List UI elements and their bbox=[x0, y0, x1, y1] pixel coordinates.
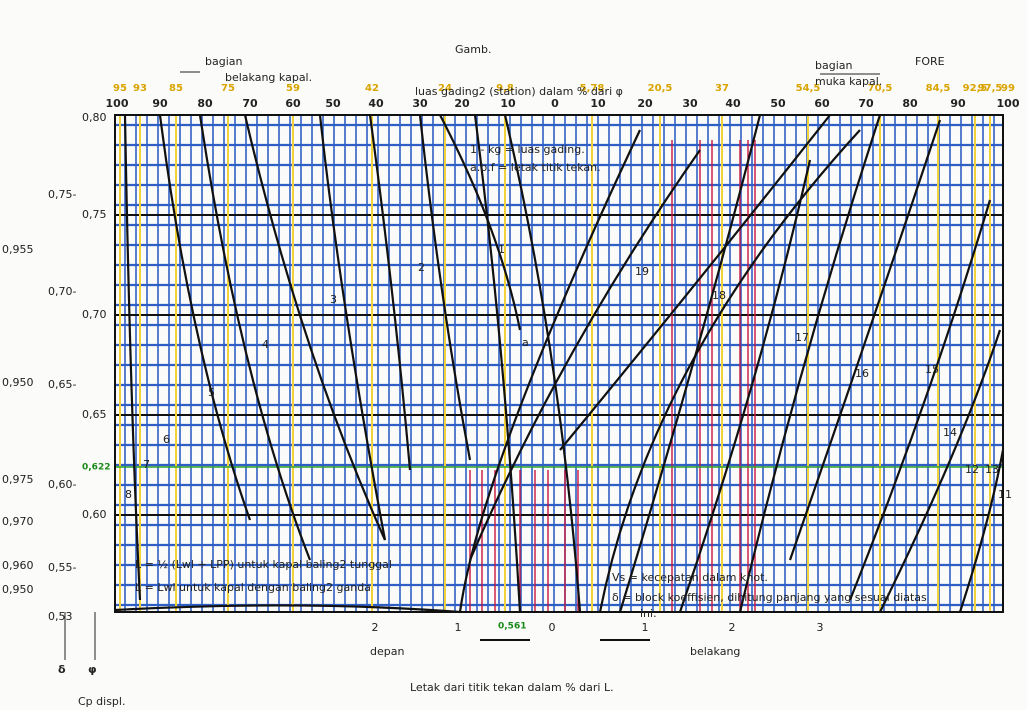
phi-label: 0,75 bbox=[82, 208, 107, 221]
curve-label: 18 bbox=[712, 289, 726, 302]
curve-label: 19 bbox=[635, 265, 649, 278]
curve-label: a bbox=[522, 336, 529, 349]
fore-label: bagian bbox=[815, 59, 853, 72]
legend: 1 - kg = luas gading. bbox=[470, 143, 585, 156]
station-label: 95 bbox=[113, 83, 127, 94]
direction: belakang bbox=[690, 645, 740, 658]
cp-label: 0,53 bbox=[48, 610, 73, 623]
curve-label: 1 bbox=[498, 243, 505, 256]
figure-label: Gamb. bbox=[455, 43, 491, 56]
top-scale-label: 20 bbox=[454, 97, 470, 110]
top-scale-label: 30 bbox=[412, 97, 428, 110]
curve-label: 2 bbox=[418, 261, 425, 274]
curve-label: 15 bbox=[925, 363, 939, 376]
note: Vs = kecepatan dalam knot. bbox=[612, 571, 768, 584]
phi-label: 0,60 bbox=[82, 508, 107, 521]
curve-label: 3 bbox=[330, 293, 337, 306]
bottom-label: 0 bbox=[549, 621, 556, 634]
top-scale-label: 70 bbox=[858, 97, 874, 110]
cp-label: 0,55- bbox=[48, 561, 76, 574]
station-label: 59 bbox=[286, 83, 300, 94]
station-label: 75 bbox=[221, 83, 235, 94]
curve-label: 16 bbox=[855, 367, 869, 380]
top-scale-label: 80 bbox=[197, 97, 213, 110]
delta-label: 0,960 bbox=[2, 559, 34, 572]
station-label: 42 bbox=[365, 83, 379, 94]
station-label: 85 bbox=[169, 83, 183, 94]
delta-label: 0,950 bbox=[2, 376, 34, 389]
bottom-label: 1 bbox=[455, 621, 462, 634]
legend: a.b.f = letak titik tekan. bbox=[470, 161, 601, 174]
note: ini. bbox=[640, 607, 657, 620]
top-scale-label: 40 bbox=[725, 97, 741, 110]
fore-tag: FORE bbox=[915, 55, 945, 68]
station-label: 93 bbox=[133, 83, 147, 94]
curve-label: 13 bbox=[985, 463, 999, 476]
top-scale-label: 70 bbox=[242, 97, 258, 110]
bottom-label: 1 bbox=[642, 621, 649, 634]
curve-label: 7 bbox=[143, 458, 150, 471]
cp-label: 0,65- bbox=[48, 378, 76, 391]
note: δ = block koeffisien, dihitung panjang y… bbox=[612, 591, 927, 604]
bottom-label: 2 bbox=[372, 621, 379, 634]
curve-label: 12 bbox=[965, 463, 979, 476]
cp-label: 0,75- bbox=[48, 188, 76, 201]
direction: depan bbox=[370, 645, 404, 658]
station-label: 97,5 bbox=[978, 83, 1003, 94]
top-scale-label: 0 bbox=[551, 97, 559, 110]
top-scale-label: 60 bbox=[814, 97, 830, 110]
bottom-label: 2 bbox=[729, 621, 736, 634]
phi-label: 0,65 bbox=[82, 408, 107, 421]
fore-label: muka kapal. bbox=[815, 75, 882, 88]
delta-label: 0,955 bbox=[2, 243, 34, 256]
station-label: 20,5 bbox=[648, 83, 673, 94]
delta-label: 0,950 bbox=[2, 583, 34, 596]
top-scale-label: 40 bbox=[368, 97, 384, 110]
top-scale-label: 90 bbox=[152, 97, 168, 110]
top-scale-label: 30 bbox=[682, 97, 698, 110]
top-scale-label: 50 bbox=[325, 97, 341, 110]
axis-symbol: φ bbox=[88, 663, 97, 676]
note: L = Lwl untuk kapal dengan baling2 ganda bbox=[135, 581, 371, 594]
top-scale-label: 100 bbox=[106, 97, 129, 110]
delta-label: 0,970 bbox=[2, 515, 34, 528]
curve-label: 17 bbox=[795, 331, 809, 344]
top-scale-label: 20 bbox=[637, 97, 653, 110]
top-scale-label: 80 bbox=[902, 97, 918, 110]
axis-symbol: δ bbox=[58, 663, 66, 676]
curve-label: 5 bbox=[208, 386, 215, 399]
station-label: 99 bbox=[1001, 83, 1015, 94]
curve-label: 8 bbox=[125, 488, 132, 501]
aft-label: bagian bbox=[205, 55, 243, 68]
curve-label: 11 bbox=[998, 488, 1012, 501]
cp-label: 0,60- bbox=[48, 478, 76, 491]
curve-label: 14 bbox=[943, 426, 957, 439]
top-scale-label: 10 bbox=[500, 97, 516, 110]
cp-label: 0,70- bbox=[48, 285, 76, 298]
top-scale-label: 90 bbox=[950, 97, 966, 110]
station-label: 84,5 bbox=[926, 83, 951, 94]
axis-symbol: Cp displ. bbox=[78, 695, 125, 708]
phi-label: 0,70 bbox=[82, 308, 107, 321]
note: L = ½ (Lwl + LPP) untuk kapal baling2 tu… bbox=[135, 558, 392, 571]
top-scale-label: 100 bbox=[997, 97, 1020, 110]
green-mark: 0,561 bbox=[498, 622, 526, 632]
caption: Letak dari titik tekan dalam % dari L. bbox=[410, 681, 614, 694]
nomogram: 959385755942249,85,7820,53754,570,584,59… bbox=[0, 0, 1027, 710]
delta-label: 0,975 bbox=[2, 473, 34, 486]
top-scale-label: 50 bbox=[770, 97, 786, 110]
green-mark: 0,622 bbox=[82, 463, 110, 473]
top-scale-label: 60 bbox=[285, 97, 301, 110]
station-label: 37 bbox=[715, 83, 729, 94]
curve-label: 4 bbox=[262, 338, 269, 351]
top-scale-label: 10 bbox=[590, 97, 606, 110]
aft-label: belakang kapal. bbox=[225, 71, 312, 84]
curve-label: 6 bbox=[163, 433, 170, 446]
bottom-label: 3 bbox=[817, 621, 824, 634]
phi-label: 0,80 bbox=[82, 111, 107, 124]
